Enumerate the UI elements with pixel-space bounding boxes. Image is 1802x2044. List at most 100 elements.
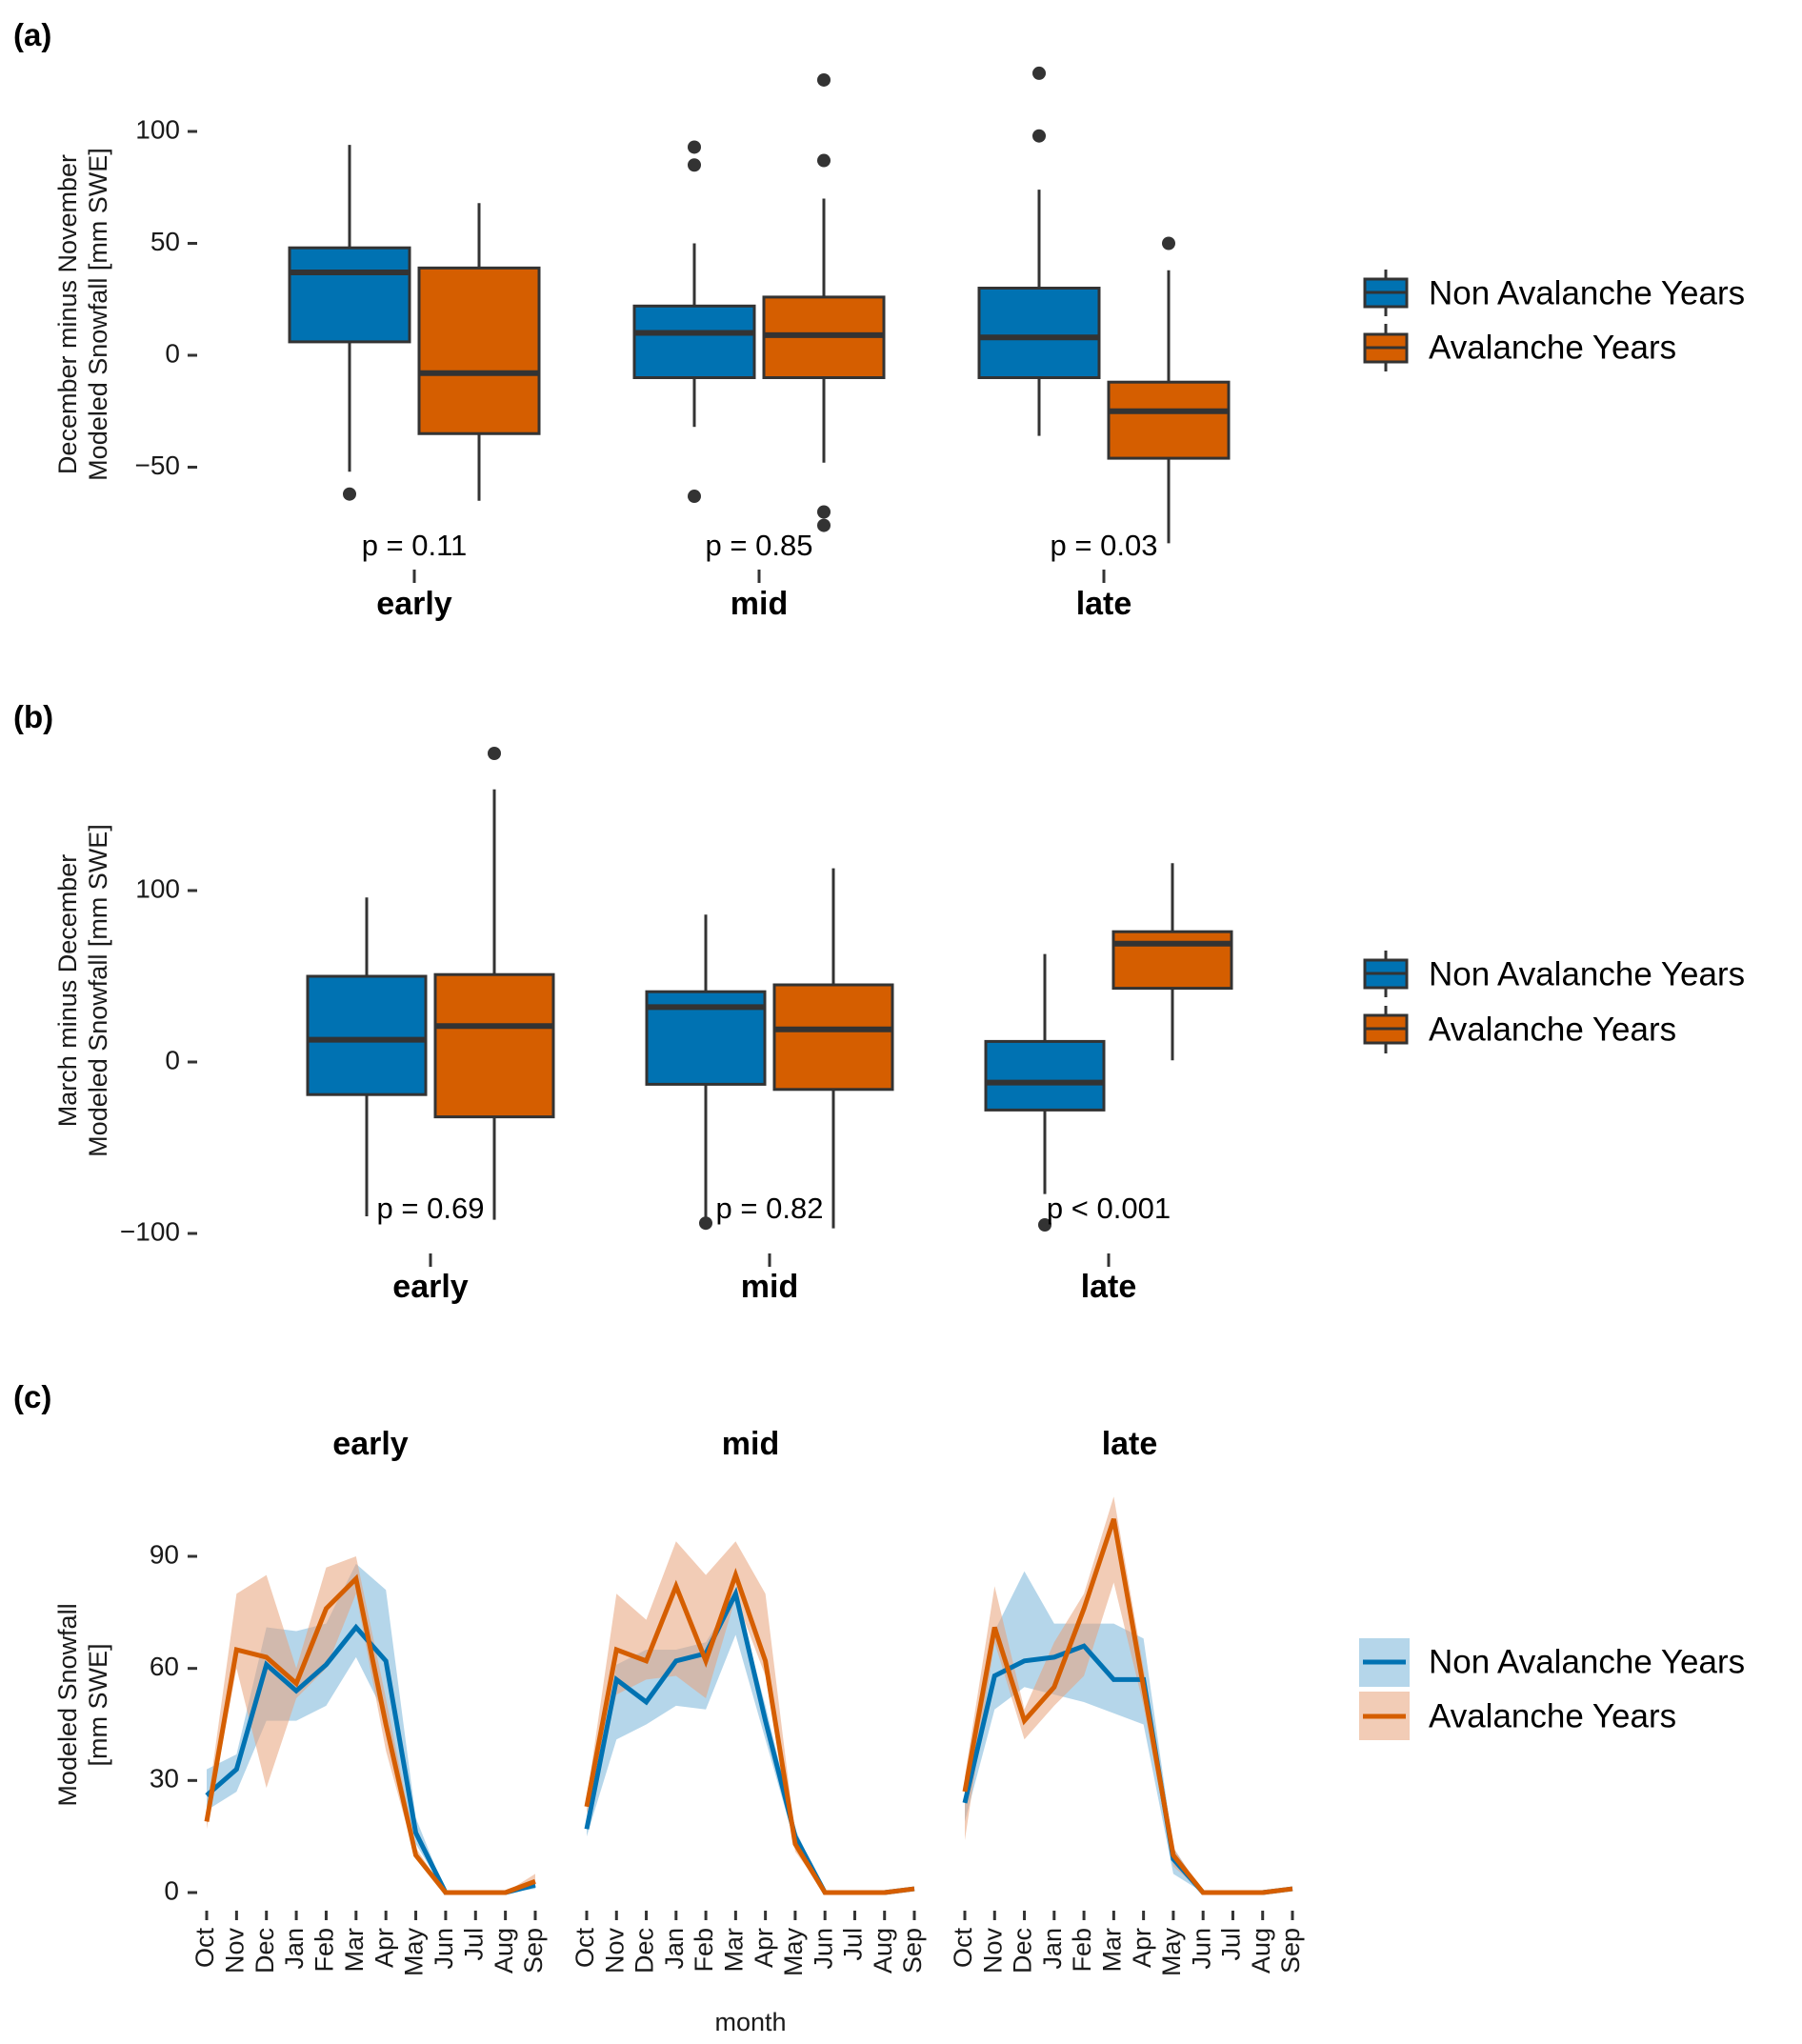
outlier-point xyxy=(817,505,831,519)
month-label-late-Mar: Mar xyxy=(1097,1928,1126,1973)
month-label-early-Jan: Jan xyxy=(280,1928,309,1970)
legend-a-swatch-avalanche xyxy=(1363,324,1409,371)
month-label-mid-May: May xyxy=(779,1928,808,1977)
month-label-late-Jul: Jul xyxy=(1217,1928,1246,1961)
y-tick-label-c: 0 xyxy=(164,1875,179,1905)
month-label-late-May: May xyxy=(1157,1928,1186,1977)
month-label-early-Nov: Nov xyxy=(220,1928,249,1974)
line-early-avalanche xyxy=(204,1573,536,1895)
ribbon-late-non-avalanche xyxy=(965,1571,1292,1893)
outlier-point xyxy=(1032,66,1046,80)
x-tick-label-a-early: early xyxy=(376,586,451,622)
month-label-early-Jul: Jul xyxy=(459,1928,488,1961)
month-label-mid-Jul: Jul xyxy=(839,1928,868,1961)
month-label-mid-Apr: Apr xyxy=(750,1928,778,1968)
y-tick-label-c: 90 xyxy=(150,1539,179,1569)
month-label-late-Jun: Jun xyxy=(1187,1928,1215,1970)
month-label-late-Sep: Sep xyxy=(1276,1928,1305,1974)
box-a-mid-avalanche xyxy=(762,72,886,532)
outlier-point xyxy=(688,140,701,154)
y-axis-title-c-line1: Modeled Snowfall xyxy=(53,1603,82,1806)
x-tick-label-b-early: early xyxy=(392,1269,468,1305)
legend-a-label-avalanche: Avalanche Years xyxy=(1429,329,1676,366)
month-label-early-Feb: Feb xyxy=(310,1928,339,1973)
legend-c-swatch-non-avalanche xyxy=(1359,1638,1410,1687)
box-iqr xyxy=(1107,380,1231,460)
legend-c-swatch-avalanche xyxy=(1359,1692,1410,1740)
box-iqr xyxy=(984,1039,1106,1112)
y-axis-title-b-line1: March minus December xyxy=(53,854,82,1128)
box-b-early-avalanche xyxy=(433,747,555,1220)
month-label-late-Nov: Nov xyxy=(978,1928,1007,1974)
month-label-mid-Jun: Jun xyxy=(809,1928,837,1970)
legend-c-label-avalanche: Avalanche Years xyxy=(1429,1697,1676,1734)
legend-a-swatch-non-avalanche xyxy=(1363,270,1409,316)
month-label-late-Dec: Dec xyxy=(1009,1928,1037,1974)
box-b-late-non-avalanche xyxy=(984,953,1106,1232)
p-value-b-late: p < 0.001 xyxy=(1047,1192,1171,1225)
line-mid-avalanche xyxy=(584,1567,915,1895)
month-label-mid-Dec: Dec xyxy=(631,1928,659,1974)
y-tick-label-b: −100 xyxy=(120,1216,180,1246)
outlier-point xyxy=(817,72,831,87)
panel-label-c: (c) xyxy=(13,1379,51,1414)
box-iqr xyxy=(772,983,894,1092)
outlier-point xyxy=(817,153,831,168)
y-axis-title-a-line2: Modeled Snowfall [mm SWE] xyxy=(84,148,112,481)
legend-b-label-non-avalanche: Non Avalanche Years xyxy=(1429,955,1745,992)
legend-b: Non Avalanche Years Avalanche Years xyxy=(1363,951,1745,1053)
outlier-point xyxy=(1038,1218,1051,1232)
legend-a-label-non-avalanche: Non Avalanche Years xyxy=(1429,274,1745,311)
box-b-early-non-avalanche xyxy=(306,897,428,1216)
y-tick-label-b: 0 xyxy=(165,1045,180,1074)
box-a-mid-non-avalanche xyxy=(632,140,756,504)
legend-c-label-non-avalanche: Non Avalanche Years xyxy=(1429,1643,1745,1680)
month-label-early-Apr: Apr xyxy=(370,1928,398,1968)
legend-b-label-avalanche: Avalanche Years xyxy=(1429,1011,1676,1048)
month-label-early-May: May xyxy=(400,1928,429,1977)
box-a-early-avalanche xyxy=(417,203,541,501)
y-tick-label-a: 50 xyxy=(150,227,180,256)
month-label-early-Jun: Jun xyxy=(430,1928,458,1970)
box-iqr xyxy=(632,304,756,379)
outlier-point xyxy=(688,158,701,172)
p-value-a-early: p = 0.11 xyxy=(362,529,468,562)
p-value-b-mid: p = 0.82 xyxy=(716,1192,824,1225)
facet-title-early: early xyxy=(332,1426,408,1462)
month-label-late-Feb: Feb xyxy=(1068,1928,1096,1973)
month-label-mid-Jan: Jan xyxy=(660,1928,689,1970)
box-a-late-avalanche xyxy=(1107,236,1231,544)
box-a-late-non-avalanche xyxy=(977,66,1101,436)
facet-title-late: late xyxy=(1102,1426,1158,1462)
legend-a: Non Avalanche Years Avalanche Years xyxy=(1363,270,1745,371)
y-tick-label-a: 100 xyxy=(135,114,180,144)
y-axis-title-a-line1: December minus November xyxy=(53,154,82,474)
line-late-avalanche xyxy=(962,1517,1293,1895)
box-iqr xyxy=(977,287,1101,379)
box-iqr xyxy=(1111,930,1233,991)
box-iqr xyxy=(306,974,428,1096)
outlier-point xyxy=(343,487,356,501)
y-tick-label-c: 60 xyxy=(150,1652,179,1681)
box-iqr xyxy=(417,266,541,435)
month-label-late-Apr: Apr xyxy=(1128,1928,1156,1968)
ribbon-early-avalanche xyxy=(207,1556,535,1893)
y-tick-label-a: −50 xyxy=(135,451,181,480)
month-label-late-Jan: Jan xyxy=(1038,1928,1067,1970)
p-value-a-mid: p = 0.85 xyxy=(706,529,813,562)
outlier-point xyxy=(699,1216,712,1231)
month-label-early-Oct: Oct xyxy=(190,1928,219,1969)
month-label-early-Dec: Dec xyxy=(250,1928,279,1974)
box-b-mid-avalanche xyxy=(772,868,894,1229)
box-a-early-non-avalanche xyxy=(288,145,411,501)
month-label-mid-Mar: Mar xyxy=(719,1928,748,1973)
month-label-late-Oct: Oct xyxy=(949,1928,977,1969)
facet-mid: Oct Nov Dec Jan Feb Mar Apr May Jun Jul Aug Sep xyxy=(571,1541,927,1976)
month-label-mid-Aug: Aug xyxy=(869,1928,897,1974)
facet-early: Oct Nov Dec Jan Feb Mar Apr May Jun Jul Aug Sep xyxy=(190,1556,548,1976)
outlier-point xyxy=(688,490,701,504)
x-tick-label-b-mid: mid xyxy=(741,1269,798,1305)
month-label-mid-Sep: Sep xyxy=(898,1928,927,1974)
y-tick-label-c: 30 xyxy=(150,1764,179,1794)
ribbon-mid-avalanche xyxy=(587,1541,914,1893)
